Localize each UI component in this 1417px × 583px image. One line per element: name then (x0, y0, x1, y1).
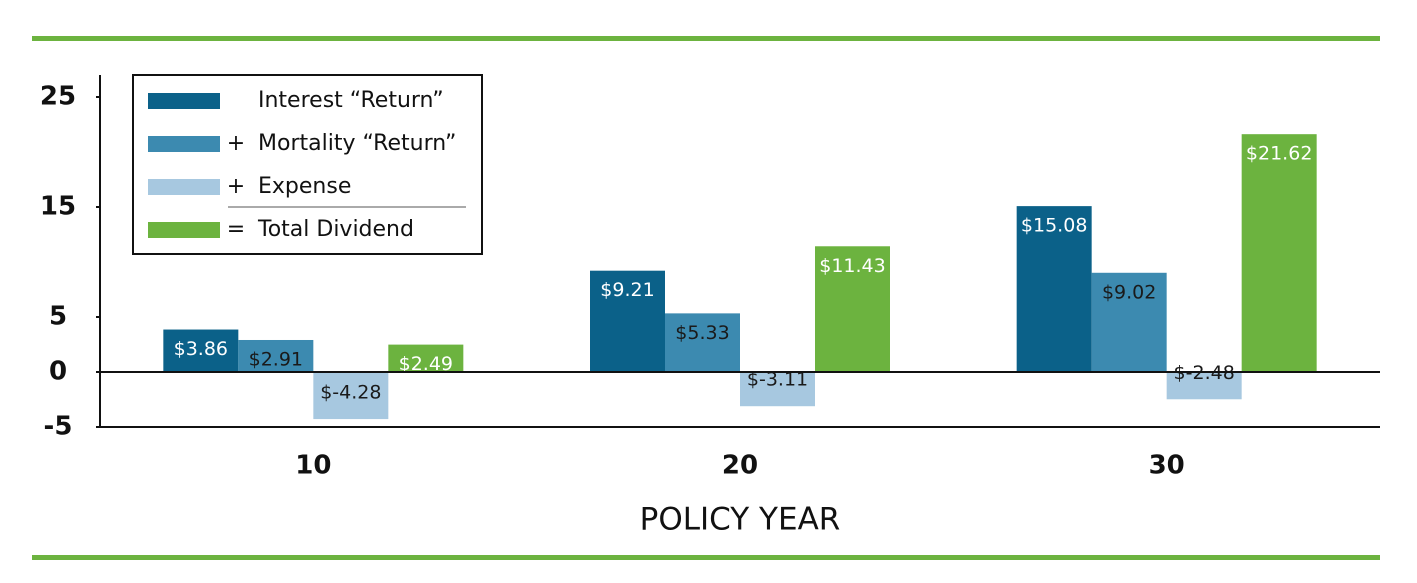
y-tick-label: 0 (49, 357, 67, 387)
legend-operator: + (227, 131, 245, 156)
y-tick-label: 5 (49, 302, 67, 332)
data-label: $5.33 (675, 322, 729, 344)
legend-operator: + (227, 174, 245, 199)
x-tick-label: 20 (722, 451, 758, 481)
data-label: $9.21 (600, 279, 654, 301)
bar (238, 339, 314, 372)
bottom-rule (32, 555, 1380, 560)
data-label: $-4.28 (320, 382, 381, 404)
legend-swatch (148, 93, 220, 109)
bar (740, 372, 815, 407)
legend-swatch (148, 179, 220, 195)
y-tick-label: 25 (40, 82, 76, 112)
x-axis-label: POLICY YEAR (640, 502, 841, 538)
data-label: $21.62 (1246, 143, 1312, 165)
data-label: $3.86 (174, 338, 228, 360)
legend-label: Interest “Return” (258, 88, 444, 113)
x-tick-label: 30 (1149, 451, 1185, 481)
legend-label: Total Dividend (257, 217, 414, 242)
bar (1241, 134, 1317, 372)
bar (1091, 272, 1167, 372)
bar (313, 372, 389, 420)
bar (1166, 372, 1242, 400)
top-rule (32, 36, 1380, 41)
y-tick-label: -5 (44, 412, 73, 442)
bar (163, 329, 239, 372)
data-label: $-3.11 (747, 369, 808, 391)
bar (665, 313, 740, 372)
legend-label: Mortality “Return” (258, 131, 456, 156)
x-tick-label: 10 (295, 451, 331, 481)
legend-swatch (148, 222, 220, 238)
bar (388, 344, 464, 372)
bar (1016, 206, 1092, 372)
legend-label: Expense (258, 174, 351, 199)
data-label: $15.08 (1021, 215, 1087, 237)
legend-swatch (148, 136, 220, 152)
y-tick-label: 15 (40, 192, 76, 222)
data-label: $9.02 (1102, 281, 1156, 303)
data-label: $2.91 (249, 348, 303, 370)
bar (590, 270, 665, 372)
bar (815, 246, 890, 372)
legend-operator: = (227, 217, 245, 242)
data-label: $2.49 (399, 353, 453, 375)
data-label: $11.43 (819, 255, 885, 277)
